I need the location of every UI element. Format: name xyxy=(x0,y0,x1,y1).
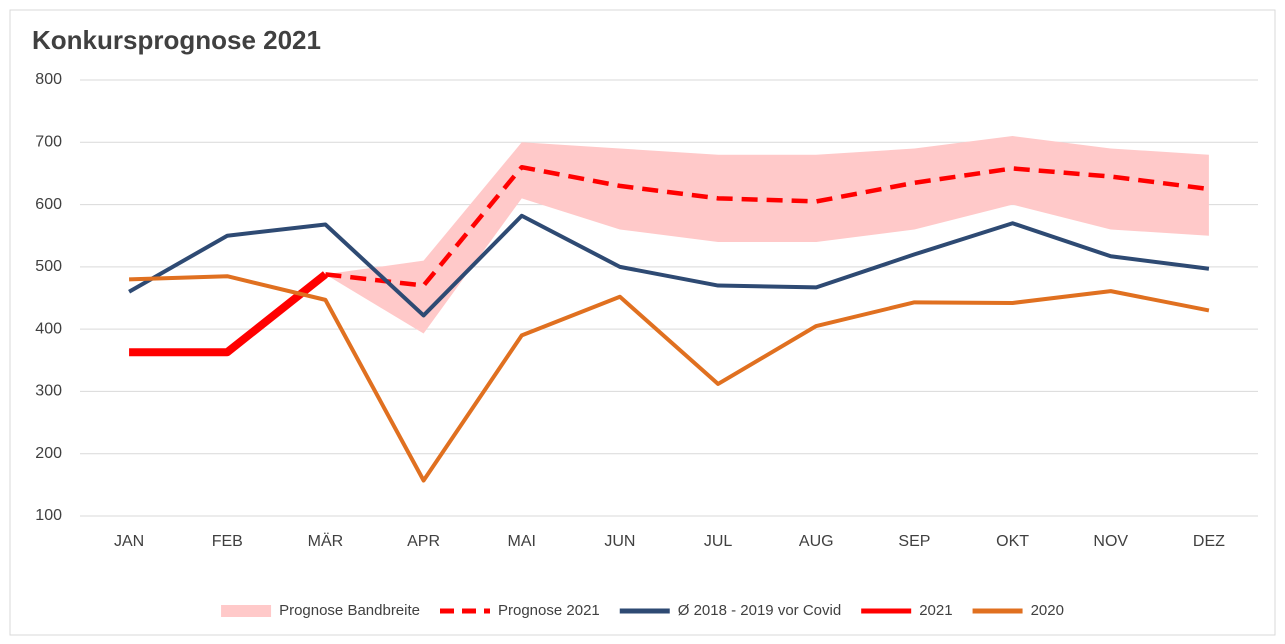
chart-frame xyxy=(9,9,1276,636)
x-tick-label: JUL xyxy=(704,533,733,550)
legend-label: 2020 xyxy=(1031,602,1064,619)
y-tick-label: 800 xyxy=(35,71,62,88)
x-tick-label: FEB xyxy=(212,533,243,550)
x-tick-label: AUG xyxy=(799,533,834,550)
x-tick-label: JUN xyxy=(604,533,635,550)
data-line xyxy=(129,271,328,357)
y-tick-label: 700 xyxy=(35,134,62,151)
legend-label: 2021 xyxy=(919,602,952,619)
x-tick-label: JAN xyxy=(114,533,144,550)
y-tick-label: 500 xyxy=(35,258,62,275)
y-tick-label: 200 xyxy=(35,445,62,462)
y-tick-label: 100 xyxy=(35,507,62,524)
legend-label: Prognose Bandbreite xyxy=(279,602,420,619)
x-tick-label: SEP xyxy=(898,533,930,550)
x-tick-label: APR xyxy=(407,533,440,550)
x-tick-label: MÄR xyxy=(308,532,344,550)
y-tick-label: 300 xyxy=(35,383,62,400)
band-area xyxy=(325,136,1209,334)
y-tick-label: 400 xyxy=(35,320,62,337)
data-line xyxy=(129,274,1210,483)
legend-label: Ø 2018 - 2019 vor Covid xyxy=(678,602,841,619)
x-tick-label: DEZ xyxy=(1193,533,1225,550)
x-tick-label: NOV xyxy=(1093,533,1128,550)
x-tick-label: MAI xyxy=(508,533,536,550)
chart-title: Konkursprognose 2021 xyxy=(32,25,321,55)
legend-label: Prognose 2021 xyxy=(498,602,600,619)
y-tick-label: 600 xyxy=(35,196,62,213)
x-tick-label: OKT xyxy=(996,533,1029,550)
data-line xyxy=(325,164,1210,288)
data-line xyxy=(128,213,1210,318)
